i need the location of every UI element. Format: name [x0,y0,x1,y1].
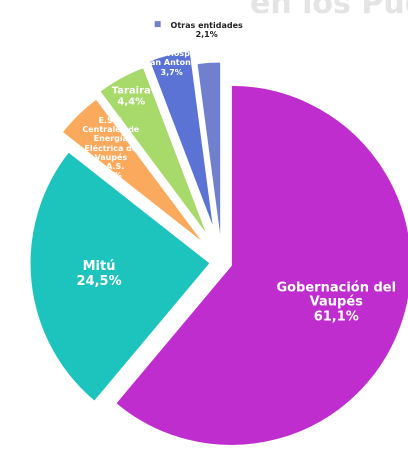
slice-value: 4,4% [117,96,146,108]
pie-slice [196,61,222,243]
slice-label: Mitú 24,5% [54,258,144,290]
slice-label: E.S.P. Centrales de Energía Eléctrica de… [80,116,142,180]
slice-label: Otras entidades 2,1% [157,21,257,39]
slice-name: Otras entidades [170,20,243,30]
pie-slice [99,66,209,237]
slice-name: E.S.P. Centrales de Energía Eléctrica de… [82,115,140,171]
slice-name: Gobernación del Vaupés [276,280,397,311]
slice-value: 4,2% [99,170,122,180]
label-marker [154,21,161,28]
slice-name: E.S.E. Hospital San Antonio [138,49,205,68]
slice-label: Taraira 4,4% [101,85,161,108]
pie-slice [148,50,215,230]
slice-value: 2,1% [195,30,218,40]
slice-value: 3,7% [160,67,183,77]
pie-slice [29,151,211,402]
pie-slice [115,84,408,446]
slice-name: Mitú [82,258,116,274]
pie-slice [61,98,205,244]
slice-value: 24,5% [76,273,122,289]
slice-label: Gobernación del Vaupés 61,1% [266,280,406,326]
slice-name: Taraira [111,85,151,97]
slice-label: E.S.E. Hospital San Antonio 3,7% [137,50,207,78]
slice-value: 61,1% [313,310,359,326]
chart-title: en los Pue [250,0,408,21]
